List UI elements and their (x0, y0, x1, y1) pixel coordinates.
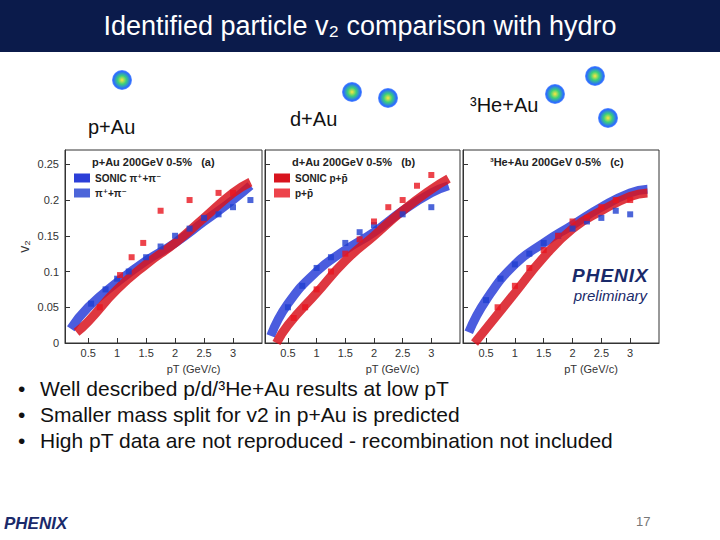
svg-text:0.5: 0.5 (478, 347, 493, 359)
svg-text:1: 1 (512, 347, 518, 359)
svg-text:p+Au 200GeV 0-5% (a): p+Au 200GeV 0-5% (a) (92, 156, 215, 168)
svg-text:0.5: 0.5 (280, 347, 295, 359)
html-text:17: 17 (636, 514, 651, 529)
svg-text:3: 3 (428, 347, 434, 359)
html-text:Smaller mass split for v2 in p: Smaller mass split for v2 in p+Au is pre… (40, 403, 460, 426)
svg-text:0: 0 (53, 337, 59, 349)
svg-text:1.5: 1.5 (138, 347, 153, 359)
svg-text:1.5: 1.5 (338, 347, 353, 359)
html-text:d+Au: d+Au (290, 108, 338, 130)
svg-text:v₂: v₂ (16, 240, 32, 252)
svg-text:0.05: 0.05 (38, 301, 59, 313)
html-text:Identified particle v₂ compari: Identified particle v₂ comparison with h… (103, 11, 617, 41)
svg-text:2.5: 2.5 (395, 347, 410, 359)
svg-text:3: 3 (230, 347, 236, 359)
svg-text:1: 1 (314, 347, 320, 359)
svg-text:2: 2 (569, 347, 575, 359)
html-text:³He+Au: ³He+Au (470, 94, 539, 116)
svg-text:1.5: 1.5 (536, 347, 551, 359)
html-text:p+Au: p+Au (88, 116, 136, 138)
svg-text:³He+Au 200GeV 0-5% (c): ³He+Au 200GeV 0-5% (c) (490, 156, 624, 168)
svg-text:pT (GeV/c): pT (GeV/c) (564, 363, 618, 375)
html-text:High pT data are not reproduce: High pT data are not reproduced - recomb… (40, 429, 613, 452)
svg-text:π⁺+π⁻: π⁺+π⁻ (95, 188, 127, 199)
svg-text:d+Au 200GeV 0-5% (b): d+Au 200GeV 0-5% (b) (292, 156, 416, 168)
html-text:Well described p/d/³He+Au resu: Well described p/d/³He+Au results at low… (40, 377, 449, 400)
svg-text:0.2: 0.2 (44, 194, 59, 206)
svg-text:p+p̄: p+p̄ (295, 188, 313, 199)
html-text:preliminary: preliminary (573, 287, 647, 304)
svg-text:0.15: 0.15 (38, 230, 59, 242)
svg-text:0.5: 0.5 (81, 347, 96, 359)
svg-text:0.25: 0.25 (38, 158, 59, 170)
svg-text:SONIC p+p̄: SONIC p+p̄ (295, 173, 348, 184)
svg-text:SONIC π⁺+π⁻: SONIC π⁺+π⁻ (95, 173, 161, 184)
svg-text:1: 1 (114, 347, 120, 359)
svg-text:pT (GeV/c): pT (GeV/c) (167, 363, 221, 375)
html-text:PHENIX: PHENIX (572, 265, 649, 286)
svg-text:2: 2 (371, 347, 377, 359)
html-text:PHENIX: PHENIX (4, 514, 68, 533)
svg-text:2.5: 2.5 (196, 347, 211, 359)
svg-text:pT (GeV/c): pT (GeV/c) (366, 363, 420, 375)
svg-text:2.5: 2.5 (594, 347, 609, 359)
svg-text:0.1: 0.1 (44, 266, 59, 278)
svg-text:3: 3 (627, 347, 633, 359)
svg-text:2: 2 (172, 347, 178, 359)
